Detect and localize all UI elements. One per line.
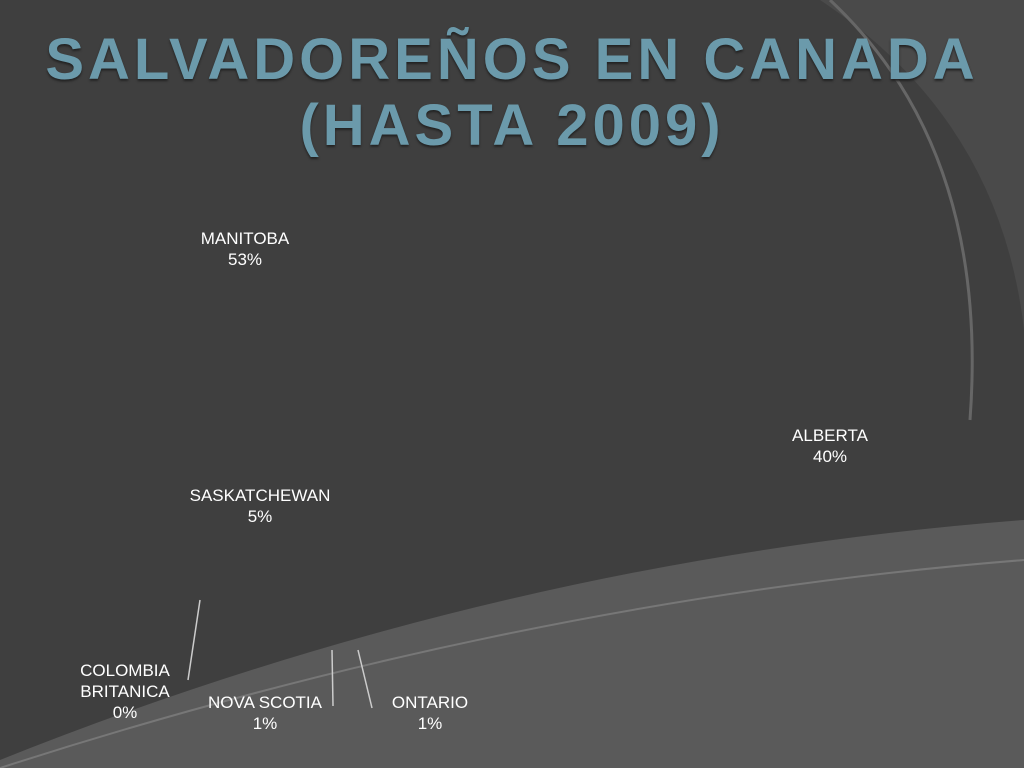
category-label: ONTARIO (391, 693, 469, 712)
category-label: COLOMBIA BRITANICA (80, 661, 170, 701)
leader-line (187, 599, 201, 681)
category-label: MANITOBA (200, 229, 290, 248)
value-label: 40% (812, 447, 848, 466)
value-label: 5% (247, 507, 273, 526)
decor (820, 0, 1024, 330)
data-label: SASKATCHEWAN 5% (170, 485, 350, 527)
category-label: SASKATCHEWAN (189, 486, 331, 505)
decor (0, 520, 1024, 768)
data-label: NOVA SCOTIA 1% (190, 692, 340, 734)
value-label: 1% (252, 714, 278, 733)
value-label: 0% (112, 703, 138, 722)
category-label: ALBERTA (792, 426, 868, 445)
leader-line (357, 649, 373, 709)
data-label: COLOMBIA BRITANICA 0% (60, 660, 190, 723)
category-label: NOVA SCOTIA (208, 693, 322, 712)
chart-title: (HASTA 2009) (299, 93, 725, 158)
decor-arc (0, 559, 1024, 768)
value-label: 1% (417, 714, 443, 733)
leader-line (331, 649, 334, 707)
data-label: ALBERTA 40% (770, 425, 890, 467)
data-label: ONTARIO 1% (370, 692, 490, 734)
value-label: 53% (227, 250, 263, 269)
decor-arc (828, 0, 974, 421)
data-label: MANITOBA 53% (185, 228, 305, 270)
chart-title: SALVADOREÑOS EN CANADA (45, 27, 979, 92)
